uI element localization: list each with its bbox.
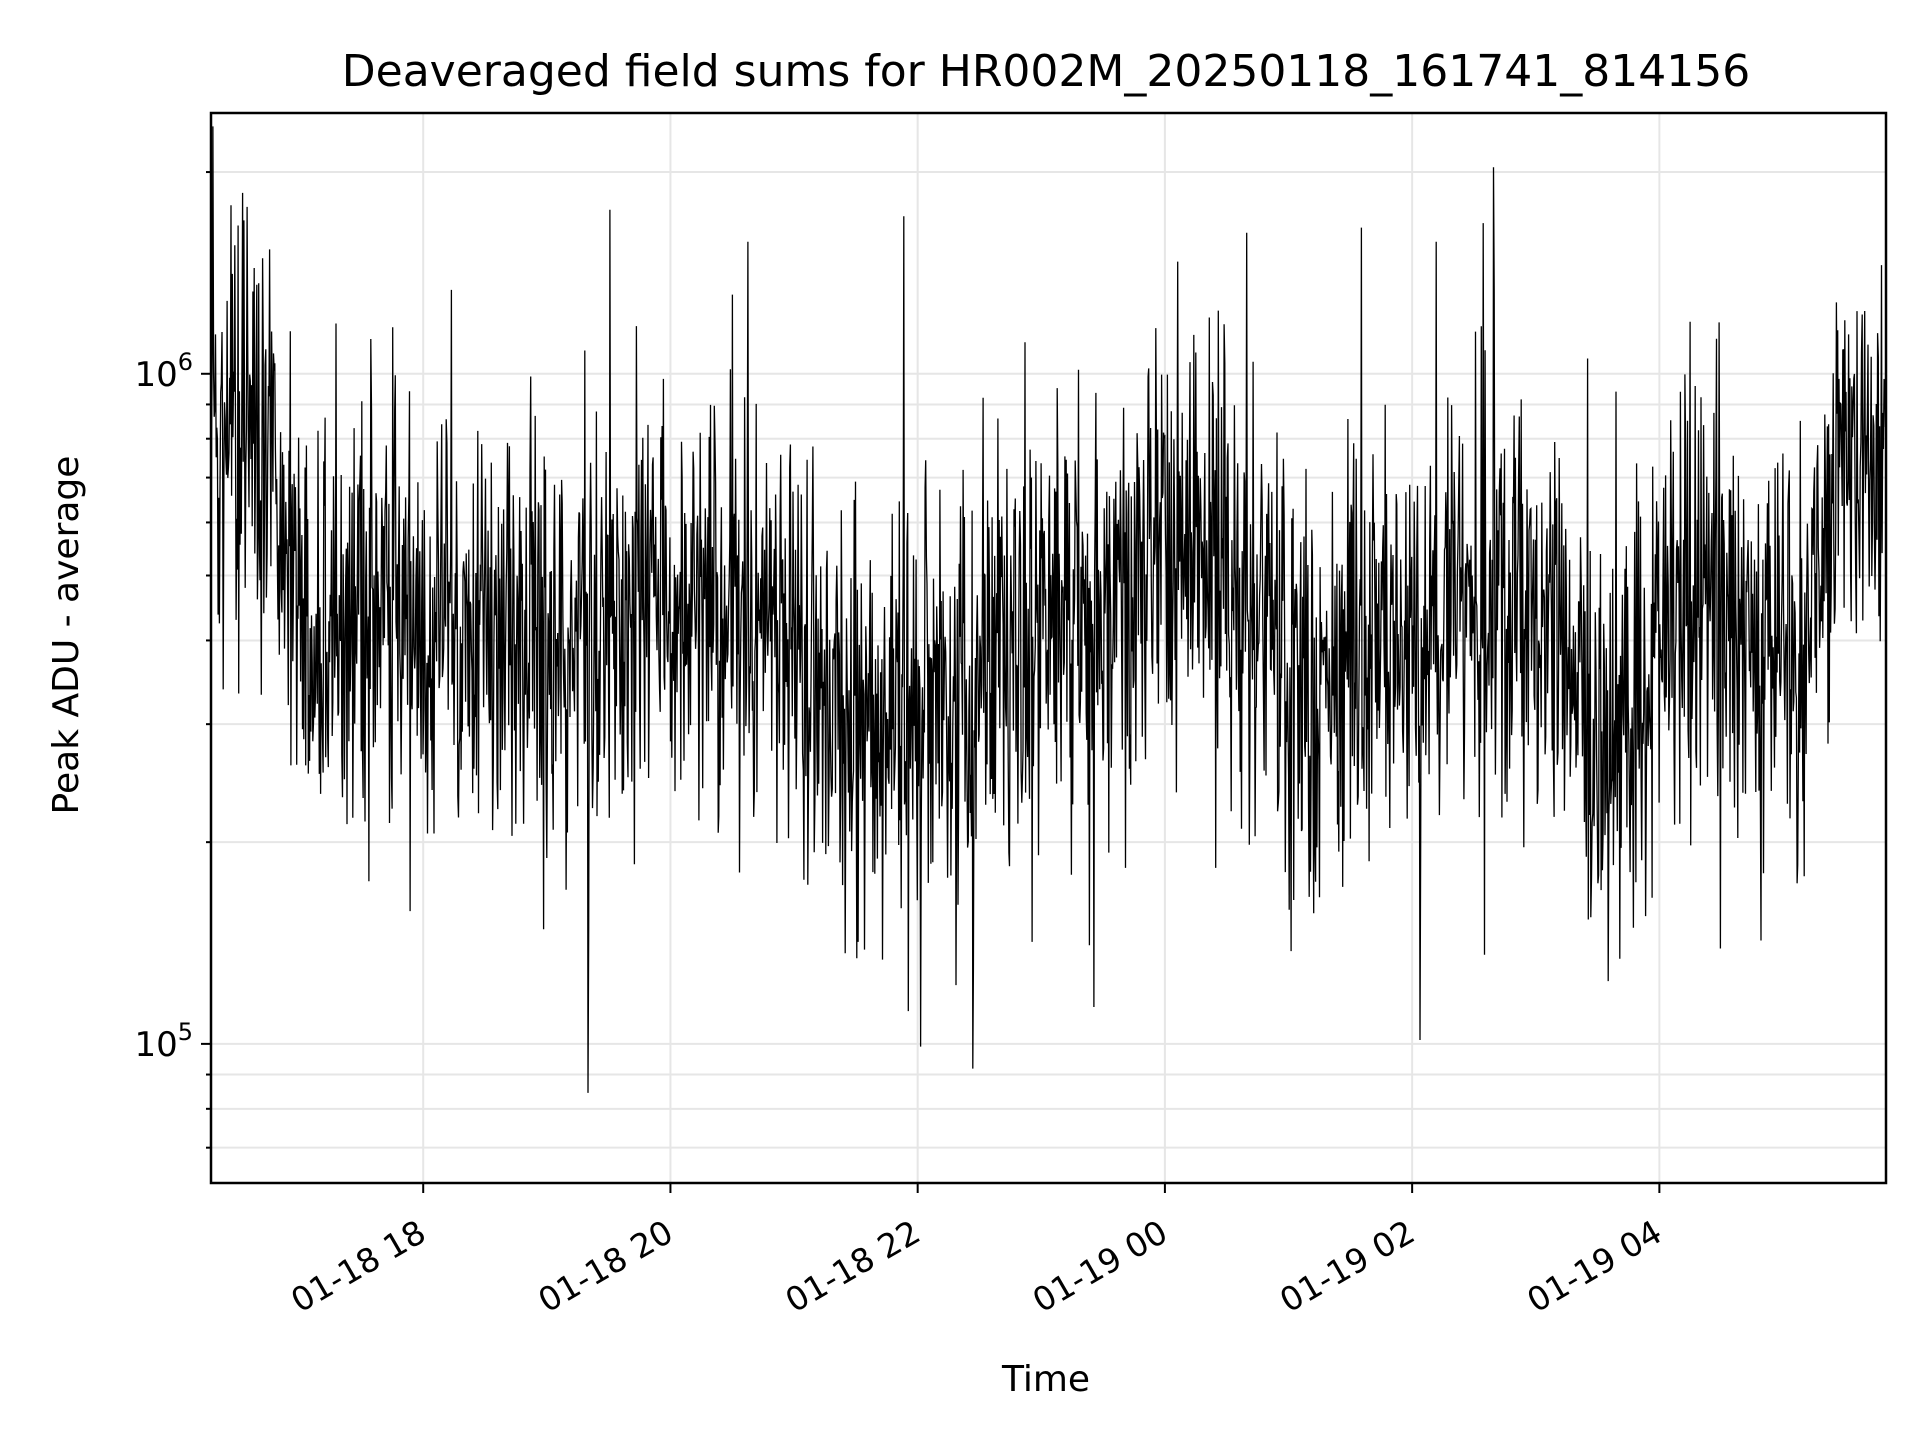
y-tick-exponent: 6 bbox=[178, 348, 193, 376]
y-tick-exponent: 5 bbox=[178, 1018, 193, 1046]
series-line-0 bbox=[210, 126, 1887, 1093]
y-tick-label: 106 bbox=[134, 348, 193, 395]
chart-title: Deaveraged field sums for HR002M_2025011… bbox=[342, 46, 1750, 97]
y-tick-base: 10 bbox=[134, 355, 177, 395]
series-group bbox=[210, 126, 1887, 1093]
y-tick-label: 105 bbox=[134, 1018, 193, 1065]
x-axis-label: Time bbox=[1001, 1359, 1090, 1400]
plot-frame bbox=[209, 111, 1888, 1185]
y-axis-label: Peak ADU - average bbox=[46, 456, 87, 815]
y-tick-base: 10 bbox=[134, 1025, 177, 1065]
